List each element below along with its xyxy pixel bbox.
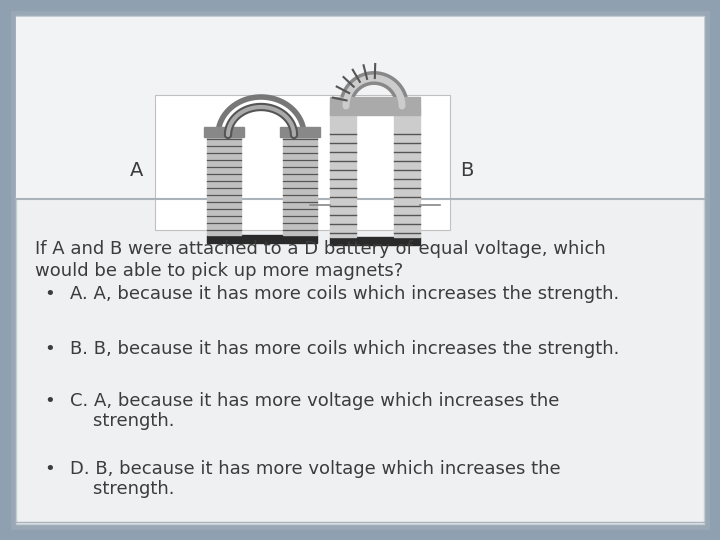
Bar xyxy=(207,235,317,243)
Text: strength.: strength. xyxy=(70,480,174,498)
Bar xyxy=(394,107,420,237)
Text: A: A xyxy=(130,160,143,179)
Text: B. B, because it has more coils which increases the strength.: B. B, because it has more coils which in… xyxy=(70,340,619,358)
Text: would be able to pick up more magnets?: would be able to pick up more magnets? xyxy=(35,262,403,280)
FancyBboxPatch shape xyxy=(16,17,704,199)
Bar xyxy=(283,135,317,235)
FancyBboxPatch shape xyxy=(155,95,450,230)
Text: D. B, because it has more voltage which increases the: D. B, because it has more voltage which … xyxy=(70,460,561,478)
Text: •: • xyxy=(45,460,55,478)
Text: If A and B were attached to a D battery of equal voltage, which: If A and B were attached to a D battery … xyxy=(35,240,606,258)
Text: strength.: strength. xyxy=(70,412,174,430)
Bar xyxy=(280,127,320,137)
Bar xyxy=(330,107,356,237)
Text: •: • xyxy=(45,392,55,410)
Bar xyxy=(330,237,420,245)
Text: A. A, because it has more coils which increases the strength.: A. A, because it has more coils which in… xyxy=(70,285,619,303)
Bar xyxy=(204,127,244,137)
Bar xyxy=(330,97,420,115)
FancyBboxPatch shape xyxy=(12,12,708,528)
Bar xyxy=(207,135,241,235)
Text: B: B xyxy=(460,160,473,179)
Text: C. A, because it has more voltage which increases the: C. A, because it has more voltage which … xyxy=(70,392,559,410)
Text: •: • xyxy=(45,340,55,358)
Text: •: • xyxy=(45,285,55,303)
FancyBboxPatch shape xyxy=(16,16,704,524)
